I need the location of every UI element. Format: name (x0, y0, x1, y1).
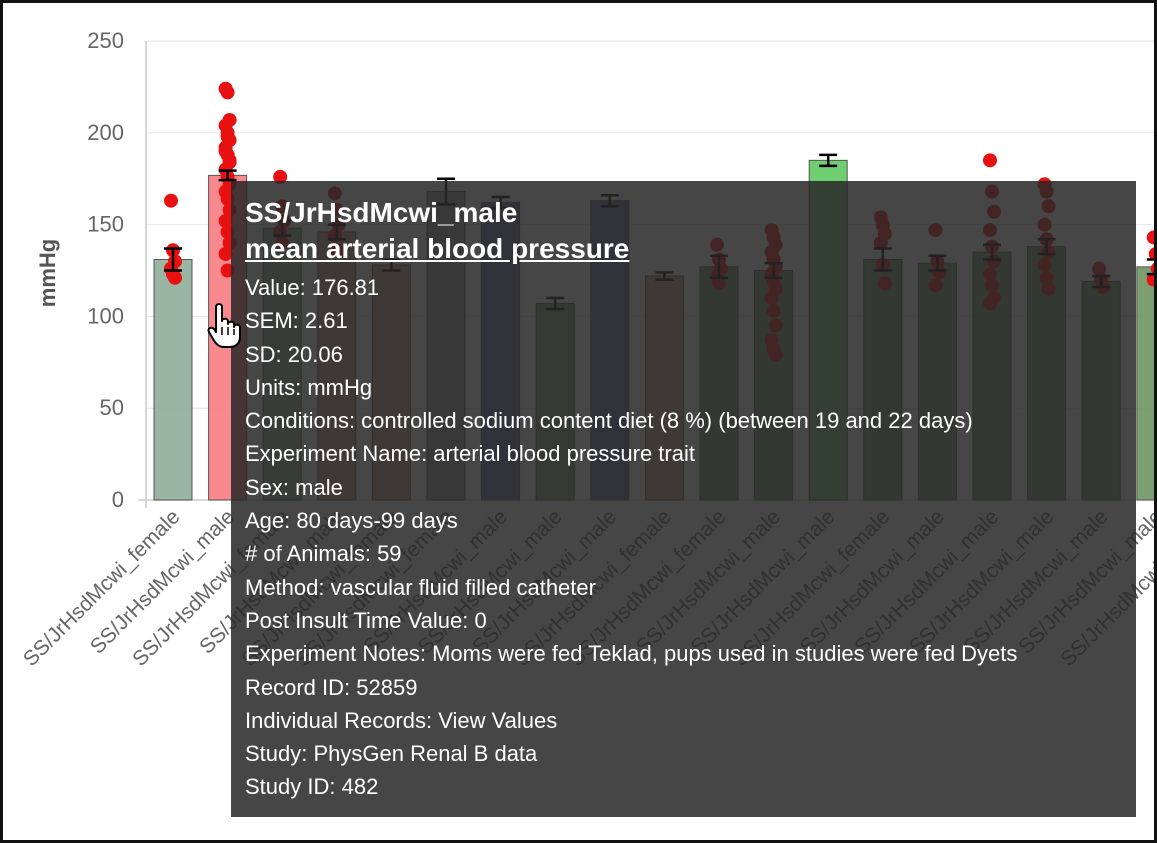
bar[interactable] (153, 258, 193, 501)
y-tick-label: 100 (87, 303, 124, 328)
tooltip-line: Age: 80 days-99 days (245, 508, 458, 534)
data-point (220, 129, 235, 144)
y-axis-label: mmHg (35, 239, 60, 307)
data-point (1146, 272, 1154, 287)
tooltip-line: Units: mmHg (245, 374, 373, 400)
data-point (983, 153, 997, 168)
data-point (218, 213, 233, 228)
tooltip-line: Experiment Notes: Moms were fed Teklad, … (245, 641, 1018, 667)
tooltip-line: SEM: 2.61 (245, 308, 348, 334)
data-point (218, 246, 233, 261)
tooltip-line: Study: PhysGen Renal B data (245, 741, 538, 767)
tooltip-line: # of Animals: 59 (245, 541, 402, 567)
tooltip-line: Value: 176.81 (245, 275, 380, 300)
tooltip-measure-link[interactable]: mean arterial blood pressure (245, 233, 630, 264)
bar[interactable] (1136, 266, 1154, 501)
tooltip-line: SD: 20.06 (245, 341, 343, 367)
tooltip-details: Value: 176.81 SEM: 2.61 SD: 20.06 Units: mm… (245, 271, 1136, 804)
tooltip-line: Individual Records: View Values (245, 707, 558, 733)
data-point (164, 193, 178, 208)
tooltip-line: Study ID: 482 (245, 774, 379, 800)
tooltip-line: Method: vascular fluid filled catheter (245, 574, 596, 600)
data-point (220, 85, 235, 100)
data-point (1150, 262, 1154, 275)
data-point (273, 169, 288, 184)
tooltip-title: SS/JrHsdMcwi_male (245, 197, 518, 228)
tooltip-line: Record ID: 52859 (245, 674, 418, 700)
data-tooltip: SS/JrHsdMcwi_male mean arterial blood pr… (231, 181, 1136, 817)
y-tick-label: 50 (100, 395, 124, 420)
data-point (168, 270, 182, 285)
y-tick-label: 150 (87, 212, 124, 237)
tooltip-line: Post Insult Time Value: 0 (245, 607, 487, 633)
tooltip-line: Sex: male (245, 474, 343, 500)
tooltip-line: Experiment Name: arterial blood pressure… (245, 441, 695, 467)
data-point (218, 144, 233, 159)
data-point (1148, 247, 1154, 261)
y-tick-label: 200 (87, 120, 124, 145)
data-point (1146, 230, 1154, 245)
tooltip-line: Conditions: controlled sodium content di… (245, 408, 973, 434)
y-tick-label: 0 (112, 487, 124, 512)
hand-cursor-icon (207, 303, 241, 348)
y-tick-label: 250 (87, 28, 124, 53)
